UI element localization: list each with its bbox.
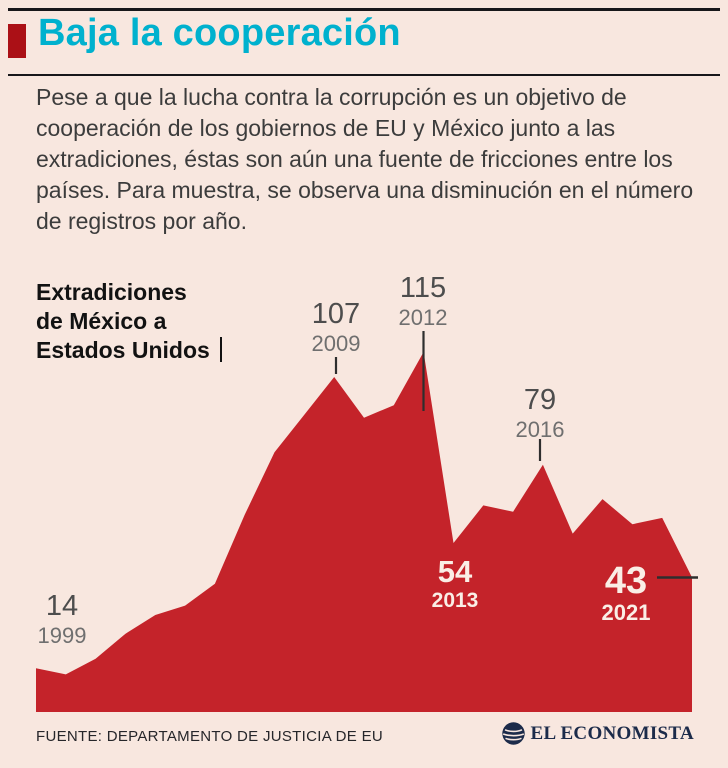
annotation-value: 14 [45,590,79,622]
chart-label: Extradiciones de México a Estados Unidos [36,278,223,365]
annotation-year: 1999 [37,623,87,648]
annotation-2009: 107 2009 [296,298,376,357]
chart-label-line-text: Estados Unidos [36,337,210,363]
brand-name: EL ECONOMISTA [530,722,694,744]
title-divider [8,74,720,76]
annotation-year: 2009 [311,331,361,356]
annotation-2016: 79 2016 [500,384,580,443]
brand-logo: EL ECONOMISTA [501,722,695,745]
annotation-value: 79 [523,384,557,416]
title-bullet [8,24,26,58]
annotation-year: 2016 [515,417,565,442]
annotation-year: 2013 [431,589,479,612]
area-series [36,352,692,712]
label-tick-bar [219,337,223,362]
annotation-1999: 14 1999 [24,590,100,649]
annotation-value: 115 [399,272,447,304]
annotation-value: 43 [604,560,648,602]
annotation-year: 2012 [398,305,448,330]
chart-label-line: de México a [36,308,167,334]
source-note: FUENTE: DEPARTAMENTO DE JUSTICIA DE EU [36,728,384,745]
annotation-2012: 115 2012 [383,272,463,331]
page-title: Baja la cooperación [38,12,401,54]
chart-label-line: Estados Unidos [36,336,223,365]
annotation-value: 54 [437,554,473,589]
annotation-year: 2021 [601,600,651,625]
annotation-2021: 43 2021 [586,562,666,625]
chart-label-line: Extradiciones [36,279,187,305]
top-divider [8,8,720,11]
annotation-value: 107 [311,298,361,330]
annotation-2013: 54 2013 [415,556,495,613]
brand-globe-icon [501,722,525,745]
intro-text: Pese a que la lucha contra la corrupción… [36,84,694,234]
